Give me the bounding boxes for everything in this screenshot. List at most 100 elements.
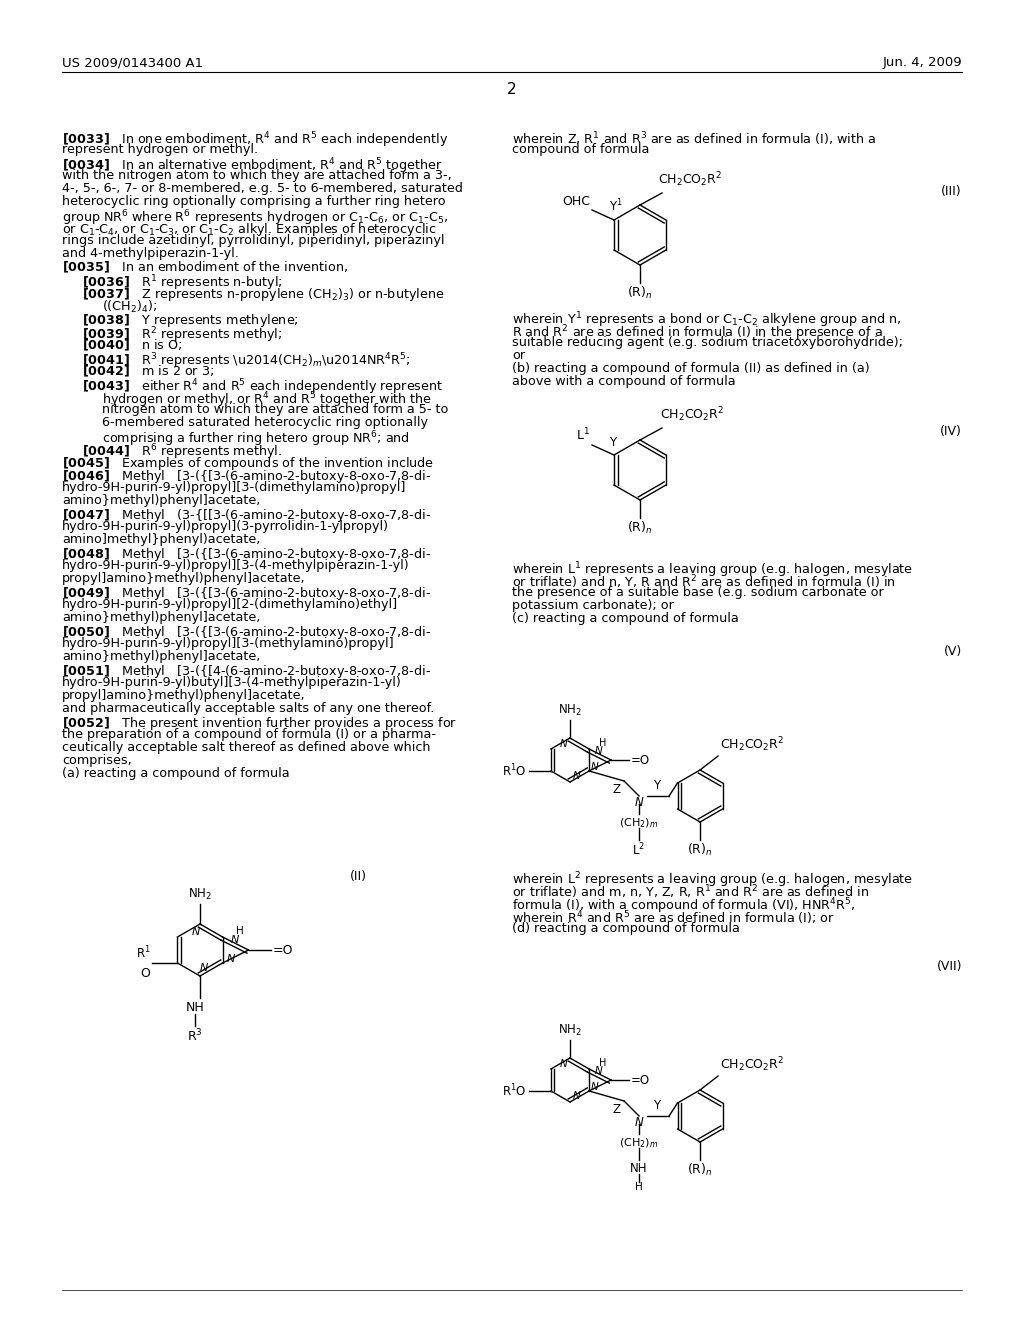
Text: NH$_2$: NH$_2$ xyxy=(188,887,212,902)
Text: NH: NH xyxy=(631,1162,648,1175)
Text: N: N xyxy=(559,1059,567,1069)
Text: the preparation of a compound of formula (I) or a pharma-: the preparation of a compound of formula… xyxy=(62,729,436,741)
Text: R$^3$: R$^3$ xyxy=(187,1028,203,1044)
Text: (V): (V) xyxy=(944,645,962,657)
Text: CH$_2$CO$_2$R$^2$: CH$_2$CO$_2$R$^2$ xyxy=(660,405,724,424)
Text: Z: Z xyxy=(612,1104,621,1115)
Text: or: or xyxy=(512,348,525,362)
Text: $\mathbf{[0050]}$   Methyl   [3-({[3-(6-amino-2-butoxy-8-oxo-7,8-di-: $\mathbf{[0050]}$ Methyl [3-({[3-(6-amin… xyxy=(62,624,431,642)
Text: Y: Y xyxy=(609,436,616,449)
Text: L$^1$: L$^1$ xyxy=(577,426,590,444)
Text: wherein L$^2$ represents a leaving group (e.g. halogen, mesylate: wherein L$^2$ represents a leaving group… xyxy=(512,870,913,890)
Text: potassium carbonate); or: potassium carbonate); or xyxy=(512,599,674,612)
Text: $\mathbf{[0044]}$   R$^6$ represents methyl.: $\mathbf{[0044]}$ R$^6$ represents methy… xyxy=(82,442,282,462)
Text: OHC: OHC xyxy=(562,195,590,209)
Text: N: N xyxy=(635,1115,643,1129)
Text: 6-membered saturated heterocyclic ring optionally: 6-membered saturated heterocyclic ring o… xyxy=(102,416,428,429)
Text: $\mathbf{[0051]}$   Methyl   [3-({[4-(6-amino-2-butoxy-8-oxo-7,8-di-: $\mathbf{[0051]}$ Methyl [3-({[4-(6-amin… xyxy=(62,663,431,680)
Text: R$^1$O: R$^1$O xyxy=(503,763,527,779)
Text: $\mathbf{[0047]}$   Methyl   (3-{[[3-(6-amino-2-butoxy-8-oxo-7,8-di-: $\mathbf{[0047]}$ Methyl (3-{[[3-(6-amin… xyxy=(62,507,431,524)
Text: N: N xyxy=(200,964,208,973)
Text: CH$_2$CO$_2$R$^2$: CH$_2$CO$_2$R$^2$ xyxy=(720,735,784,754)
Text: (R)$_n$: (R)$_n$ xyxy=(628,285,652,301)
Text: R$^1$O: R$^1$O xyxy=(503,1082,527,1100)
Text: or triflate) and m, n, Y, Z, R, R$^1$ and R$^2$ are as defined in: or triflate) and m, n, Y, Z, R, R$^1$ an… xyxy=(512,883,869,900)
Text: N: N xyxy=(573,1092,581,1101)
Text: Y: Y xyxy=(653,1100,660,1111)
Text: $\mathbf{[0043]}$   either R$^4$ and R$^5$ each independently represent: $\mathbf{[0043]}$ either R$^4$ and R$^5$… xyxy=(82,378,443,396)
Text: $\mathbf{[0034]}$   In an alternative embodiment, R$^4$ and R$^5$ together: $\mathbf{[0034]}$ In an alternative embo… xyxy=(62,156,442,176)
Text: wherein L$^1$ represents a leaving group (e.g. halogen, mesylate: wherein L$^1$ represents a leaving group… xyxy=(512,560,913,579)
Text: (IV): (IV) xyxy=(940,425,962,438)
Text: NH: NH xyxy=(185,1001,205,1014)
Text: formula (I), with a compound of formula (VI), HNR$^4$R$^5$,: formula (I), with a compound of formula … xyxy=(512,896,855,916)
Text: NH$_2$: NH$_2$ xyxy=(558,702,582,718)
Text: hydrogen or methyl, or R$^4$ and R$^5$ together with the: hydrogen or methyl, or R$^4$ and R$^5$ t… xyxy=(102,389,432,409)
Text: N: N xyxy=(226,954,234,964)
Text: Jun. 4, 2009: Jun. 4, 2009 xyxy=(883,55,962,69)
Text: $\mathbf{[0052]}$   The present invention further provides a process for: $\mathbf{[0052]}$ The present invention … xyxy=(62,715,457,733)
Text: $\mathbf{[0038]}$   Y represents methylene;: $\mathbf{[0038]}$ Y represents methylene… xyxy=(82,312,299,329)
Text: N: N xyxy=(559,739,567,748)
Text: (b) reacting a compound of formula (II) as defined in (a): (b) reacting a compound of formula (II) … xyxy=(512,362,869,375)
Text: (VII): (VII) xyxy=(937,960,962,973)
Text: N: N xyxy=(595,1067,603,1076)
Text: the presence of a suitable base (e.g. sodium carbonate or: the presence of a suitable base (e.g. so… xyxy=(512,586,884,599)
Text: $\mathbf{[0048]}$   Methyl   [3-({[3-(6-amino-2-butoxy-8-oxo-7,8-di-: $\mathbf{[0048]}$ Methyl [3-({[3-(6-amin… xyxy=(62,546,431,564)
Text: H: H xyxy=(599,738,607,747)
Text: hydro-9H-purin-9-yl)butyl][3-(4-methylpiperazin-1-yl): hydro-9H-purin-9-yl)butyl][3-(4-methylpi… xyxy=(62,676,401,689)
Text: rings include azetidinyl, pyrrolidinyl, piperidinyl, piperazinyl: rings include azetidinyl, pyrrolidinyl, … xyxy=(62,234,444,247)
Text: N: N xyxy=(230,935,239,945)
Text: =O: =O xyxy=(272,944,293,957)
Text: above with a compound of formula: above with a compound of formula xyxy=(512,375,735,388)
Text: (CH$_2$)$_m$: (CH$_2$)$_m$ xyxy=(620,816,658,829)
Text: (II): (II) xyxy=(350,870,367,883)
Text: CH$_2$CO$_2$R$^2$: CH$_2$CO$_2$R$^2$ xyxy=(720,1055,784,1074)
Text: (R)$_n$: (R)$_n$ xyxy=(687,1162,713,1177)
Text: O: O xyxy=(140,968,151,979)
Text: 2: 2 xyxy=(507,82,517,96)
Text: N: N xyxy=(591,1082,599,1092)
Text: R$^1$: R$^1$ xyxy=(136,944,151,961)
Text: H: H xyxy=(635,1181,643,1192)
Text: CH$_2$CO$_2$R$^2$: CH$_2$CO$_2$R$^2$ xyxy=(658,170,722,189)
Text: nitrogen atom to which they are attached form a 5- to: nitrogen atom to which they are attached… xyxy=(102,403,449,416)
Text: $\mathbf{[0039]}$   R$^2$ represents methyl;: $\mathbf{[0039]}$ R$^2$ represents methy… xyxy=(82,325,283,345)
Text: Y$^1$: Y$^1$ xyxy=(609,198,623,214)
Text: $\mathbf{[0036]}$   R$^1$ represents n-butyl;: $\mathbf{[0036]}$ R$^1$ represents n-but… xyxy=(82,273,283,293)
Text: wherein Y$^1$ represents a bond or C$_1$-C$_2$ alkylene group and n,: wherein Y$^1$ represents a bond or C$_1$… xyxy=(512,310,901,330)
Text: comprises,: comprises, xyxy=(62,754,132,767)
Text: represent hydrogen or methyl.: represent hydrogen or methyl. xyxy=(62,143,258,156)
Text: H: H xyxy=(599,1057,607,1068)
Text: hydro-9H-purin-9-yl)propyl][3-(dimethylamino)propyl]: hydro-9H-purin-9-yl)propyl][3-(dimethyla… xyxy=(62,480,407,494)
Text: L$^2$: L$^2$ xyxy=(633,842,645,858)
Text: amino}methyl)phenyl]acetate,: amino}methyl)phenyl]acetate, xyxy=(62,649,260,663)
Text: N: N xyxy=(191,927,200,937)
Text: 4-, 5-, 6-, 7- or 8-membered, e.g. 5- to 6-membered, saturated: 4-, 5-, 6-, 7- or 8-membered, e.g. 5- to… xyxy=(62,182,463,195)
Text: H: H xyxy=(236,925,244,936)
Text: $\mathbf{[0042]}$   m is 2 or 3;: $\mathbf{[0042]}$ m is 2 or 3; xyxy=(82,364,214,379)
Text: N: N xyxy=(595,746,603,756)
Text: hydro-9H-purin-9-yl)propyl](3-pyrrolidin-1-ylpropyl): hydro-9H-purin-9-yl)propyl](3-pyrrolidin… xyxy=(62,520,389,533)
Text: (c) reacting a compound of formula: (c) reacting a compound of formula xyxy=(512,612,738,624)
Text: $\mathbf{[0033]}$   In one embodiment, R$^4$ and R$^5$ each independently: $\mathbf{[0033]}$ In one embodiment, R$^… xyxy=(62,129,449,149)
Text: wherein R$^4$ and R$^5$ are as defined in formula (I); or: wherein R$^4$ and R$^5$ are as defined i… xyxy=(512,909,835,927)
Text: amino]methyl}phenyl)acetate,: amino]methyl}phenyl)acetate, xyxy=(62,533,260,546)
Text: or C$_1$-C$_4$, or C$_1$-C$_3$, or C$_1$-C$_2$ alkyl. Examples of heterocyclic: or C$_1$-C$_4$, or C$_1$-C$_3$, or C$_1$… xyxy=(62,220,436,238)
Text: and 4-methylpiperazin-1-yl.: and 4-methylpiperazin-1-yl. xyxy=(62,247,239,260)
Text: (III): (III) xyxy=(941,185,962,198)
Text: NH$_2$: NH$_2$ xyxy=(558,1023,582,1038)
Text: (d) reacting a compound of formula: (d) reacting a compound of formula xyxy=(512,921,740,935)
Text: group NR$^6$ where R$^6$ represents hydrogen or C$_1$-C$_6$, or C$_1$-C$_5$,: group NR$^6$ where R$^6$ represents hydr… xyxy=(62,209,447,227)
Text: (R)$_n$: (R)$_n$ xyxy=(687,842,713,858)
Text: propyl]amino}methyl)phenyl]acetate,: propyl]amino}methyl)phenyl]acetate, xyxy=(62,689,305,702)
Text: $\mathbf{[0037]}$   Z represents n-propylene (CH$_2$)$_3$) or n-butylene: $\mathbf{[0037]}$ Z represents n-propyle… xyxy=(82,286,444,304)
Text: comprising a further ring hetero group NR$^6$; and: comprising a further ring hetero group N… xyxy=(102,429,410,449)
Text: propyl]amino}methyl)phenyl]acetate,: propyl]amino}methyl)phenyl]acetate, xyxy=(62,572,305,585)
Text: amino}methyl)phenyl]acetate,: amino}methyl)phenyl]acetate, xyxy=(62,494,260,507)
Text: $\mathbf{[0046]}$   Methyl   [3-({[3-(6-amino-2-butoxy-8-oxo-7,8-di-: $\mathbf{[0046]}$ Methyl [3-({[3-(6-amin… xyxy=(62,469,431,484)
Text: R and R$^2$ are as defined in formula (I) in the presence of a: R and R$^2$ are as defined in formula (I… xyxy=(512,323,883,343)
Text: $\mathbf{[0035]}$   In an embodiment of the invention,: $\mathbf{[0035]}$ In an embodiment of th… xyxy=(62,260,348,275)
Text: Y: Y xyxy=(653,779,660,792)
Text: with the nitrogen atom to which they are attached form a 3-,: with the nitrogen atom to which they are… xyxy=(62,169,452,182)
